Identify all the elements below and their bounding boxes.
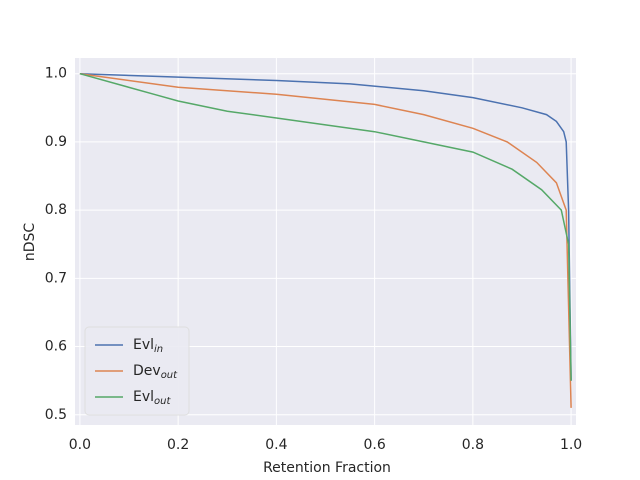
data-line bbox=[79, 72, 572, 408]
x-tick-label: 0.0 bbox=[69, 437, 91, 453]
y-tick-label: 0.5 bbox=[45, 407, 67, 423]
data-line bbox=[79, 72, 572, 381]
y-axis-label: nDSC bbox=[22, 223, 38, 262]
y-tick-label: 1.0 bbox=[45, 66, 67, 82]
x-tick-label: 0.4 bbox=[265, 437, 287, 453]
x-axis-label: Retention Fraction bbox=[263, 460, 391, 476]
y-tick-label: 0.9 bbox=[45, 134, 67, 150]
legend-name: Dev bbox=[133, 363, 161, 379]
legend-subscript: out bbox=[161, 370, 178, 381]
x-tick-label: 0.6 bbox=[363, 437, 385, 453]
x-tick-label: 0.8 bbox=[462, 437, 484, 453]
legend-name: Evl bbox=[133, 337, 154, 353]
legend-label: Evlout bbox=[133, 389, 171, 407]
y-tick-label: 0.6 bbox=[45, 339, 67, 355]
legend-label: Evlin bbox=[133, 337, 163, 355]
x-tick-label: 1.0 bbox=[560, 437, 582, 453]
data-line bbox=[79, 72, 572, 381]
legend-name: Evl bbox=[133, 389, 154, 405]
y-tick-label: 0.7 bbox=[45, 270, 67, 286]
x-tick-label: 0.2 bbox=[167, 437, 189, 453]
y-tick-label: 0.8 bbox=[45, 202, 67, 218]
legend-label: Devout bbox=[133, 363, 178, 381]
legend-subscript: in bbox=[154, 344, 163, 355]
legend-subscript: out bbox=[154, 396, 171, 407]
legend-box bbox=[84, 326, 190, 416]
